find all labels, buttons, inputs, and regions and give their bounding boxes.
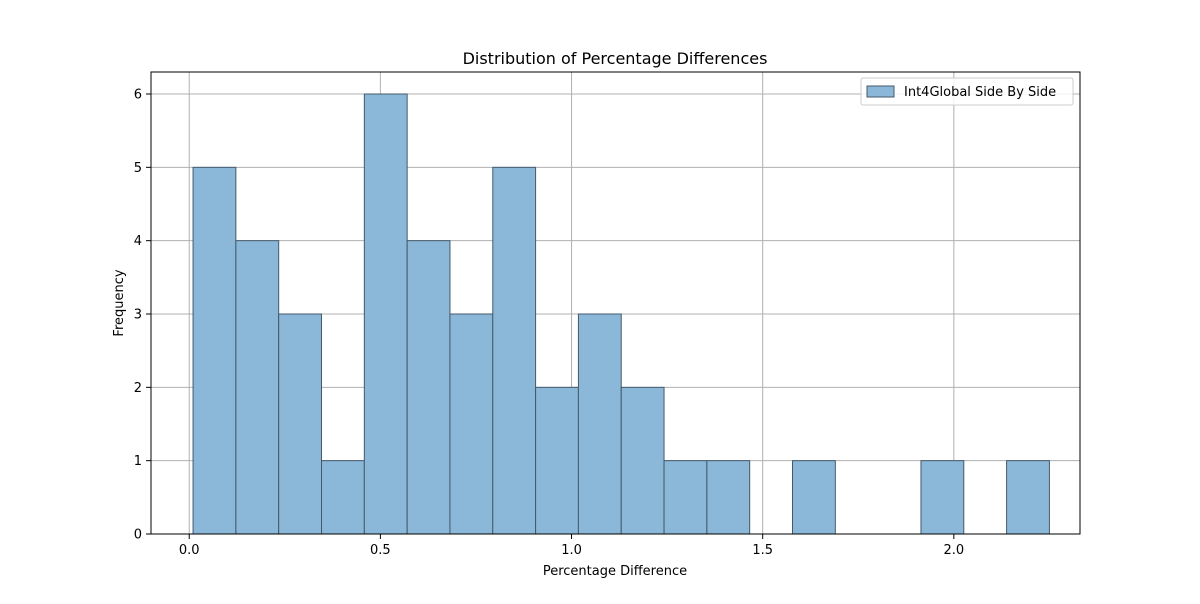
histogram-bar — [192, 166, 237, 535]
x-tick-label: 1.5 — [752, 543, 773, 558]
histogram-bar — [663, 460, 708, 535]
legend-box — [860, 77, 1074, 106]
histogram-bar — [235, 240, 280, 535]
y-tick-label: 4 — [134, 234, 142, 249]
chart-title: Distribution of Percentage Differences — [463, 49, 768, 68]
bars — [192, 93, 1050, 535]
histogram-bar — [406, 240, 451, 535]
x-axis-label: Percentage Difference — [543, 564, 687, 579]
y-tick-label: 6 — [134, 88, 142, 103]
y-axis-ticks: 0 1 2 3 4 5 6 — [134, 88, 151, 543]
x-tick-label: 0.0 — [179, 543, 200, 558]
histogram-bar — [449, 313, 494, 535]
x-axis-ticks: 0.0 0.5 1.0 1.5 2.0 — [179, 534, 964, 558]
histogram-bar — [792, 460, 836, 535]
histogram-bar — [535, 386, 579, 535]
legend: Int4Global Side By Side — [860, 77, 1074, 106]
histogram-bar — [706, 460, 751, 535]
histogram-bar — [278, 313, 323, 535]
y-tick-label: 2 — [134, 381, 142, 396]
y-tick-label: 1 — [134, 454, 142, 469]
y-tick-label: 0 — [134, 528, 142, 543]
histogram-bar — [321, 460, 365, 535]
histogram-bar — [1006, 460, 1050, 535]
x-tick-label: 1.0 — [561, 543, 582, 558]
histogram-bar — [920, 460, 965, 535]
histogram-bar — [620, 386, 665, 535]
legend-swatch — [866, 85, 895, 98]
legend-label: Int4Global Side By Side — [904, 85, 1056, 100]
histogram-bar — [577, 313, 622, 535]
histogram-bar — [492, 166, 537, 535]
y-axis-label: Frequency — [112, 269, 127, 336]
x-tick-label: 0.5 — [370, 543, 391, 558]
y-tick-label: 3 — [134, 308, 142, 323]
plot-frame — [150, 71, 1081, 535]
y-tick-label: 5 — [134, 161, 142, 176]
histogram-bar — [363, 93, 408, 535]
x-tick-label: 2.0 — [943, 543, 964, 558]
